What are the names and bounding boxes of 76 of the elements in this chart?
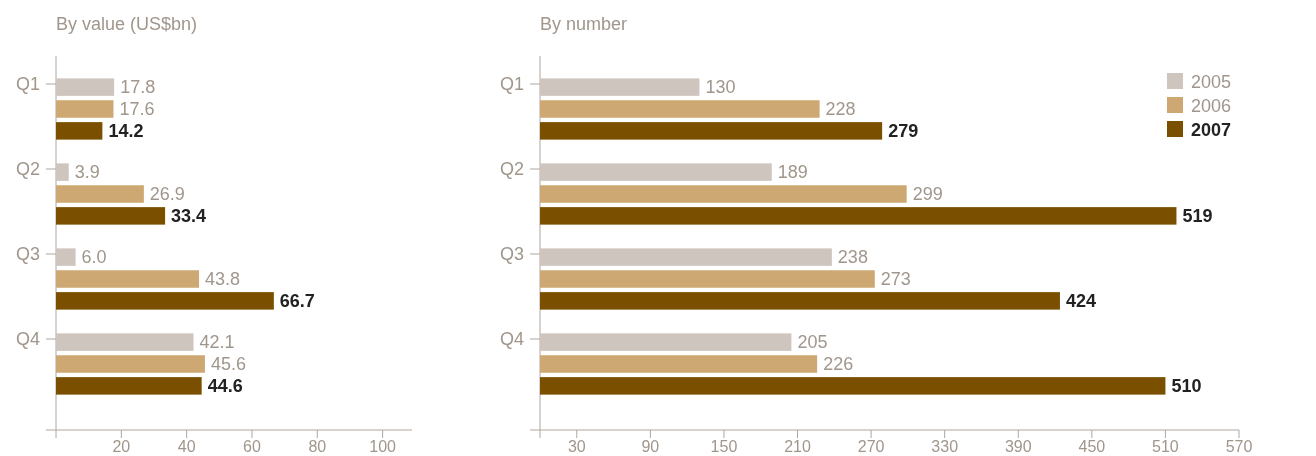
data-label: 26.9 [149, 184, 185, 204]
data-label: 238 [837, 247, 868, 268]
data-label: 43.8 [205, 269, 241, 289]
bar [540, 163, 772, 181]
y-tick-label: Q3 [15, 244, 40, 264]
legend-label: 2006 [1191, 96, 1232, 116]
bar [56, 292, 274, 310]
data-label: 3.9 [74, 162, 100, 183]
data-label: 519 [1182, 205, 1213, 226]
x-tick-label: 60 [243, 438, 261, 455]
data-label: 205 [797, 332, 828, 353]
data-label: 226 [823, 354, 854, 374]
legend-label: 2005 [1191, 72, 1232, 92]
x-tick-label: 150 [710, 438, 738, 455]
x-tick-label: 450 [1078, 438, 1106, 455]
y-tick-label: Q4 [499, 329, 524, 349]
bar [56, 185, 144, 203]
x-tick-label: 330 [931, 438, 959, 455]
legend-label: 2007 [1191, 120, 1232, 140]
data-label: 66.7 [279, 290, 315, 311]
bar [540, 270, 875, 288]
bar [56, 355, 205, 373]
bar [540, 100, 820, 118]
bar [540, 292, 1060, 310]
bar [540, 122, 883, 140]
y-tick-label: Q2 [499, 159, 524, 179]
data-label: 228 [825, 99, 856, 119]
bar [56, 248, 76, 266]
y-tick-label: Q1 [15, 74, 40, 94]
bar [540, 355, 818, 373]
y-tick-label: Q4 [15, 329, 40, 349]
x-tick-label: 390 [1004, 438, 1032, 455]
bar [56, 207, 166, 225]
data-label: 42.1 [199, 332, 235, 353]
bar [540, 78, 700, 96]
data-label: 130 [705, 77, 736, 98]
bar [56, 100, 114, 118]
data-label: 279 [888, 120, 919, 141]
bar [540, 207, 1177, 225]
bar [56, 122, 103, 140]
data-label: 189 [777, 162, 808, 183]
data-label: 45.6 [210, 354, 246, 374]
x-tick-label: 570 [1225, 438, 1253, 455]
x-tick-label: 30 [567, 438, 586, 455]
bar [56, 333, 194, 351]
bar [56, 377, 202, 395]
bar [540, 185, 907, 203]
x-tick-label: 210 [784, 438, 811, 455]
x-tick-label: 270 [857, 438, 885, 455]
data-label: 17.6 [119, 99, 155, 119]
chart-title: By number [540, 14, 628, 34]
chart-title: By value (US$bn) [56, 14, 198, 34]
bar [56, 78, 115, 96]
bar [540, 248, 832, 266]
bar [540, 333, 792, 351]
data-label: 299 [912, 184, 943, 204]
x-tick-label: 90 [641, 438, 660, 455]
data-label: 17.8 [120, 77, 156, 98]
bar [56, 163, 69, 181]
y-tick-label: Q2 [15, 159, 40, 179]
y-tick-label: Q1 [499, 74, 524, 94]
bar [56, 270, 200, 288]
x-tick-label: 80 [308, 438, 327, 455]
data-label: 273 [880, 269, 911, 289]
x-tick-label: 100 [369, 438, 397, 455]
x-tick-label: 40 [177, 438, 196, 455]
data-label: 424 [1065, 290, 1096, 311]
data-label: 6.0 [81, 247, 107, 268]
x-tick-label: 20 [112, 438, 131, 455]
data-label: 14.2 [108, 120, 144, 141]
data-label: 33.4 [171, 205, 207, 226]
data-label: 510 [1171, 375, 1202, 396]
data-label: 44.6 [207, 375, 243, 396]
bar [540, 377, 1166, 395]
y-tick-label: Q3 [499, 244, 524, 264]
x-tick-label: 510 [1152, 438, 1179, 455]
